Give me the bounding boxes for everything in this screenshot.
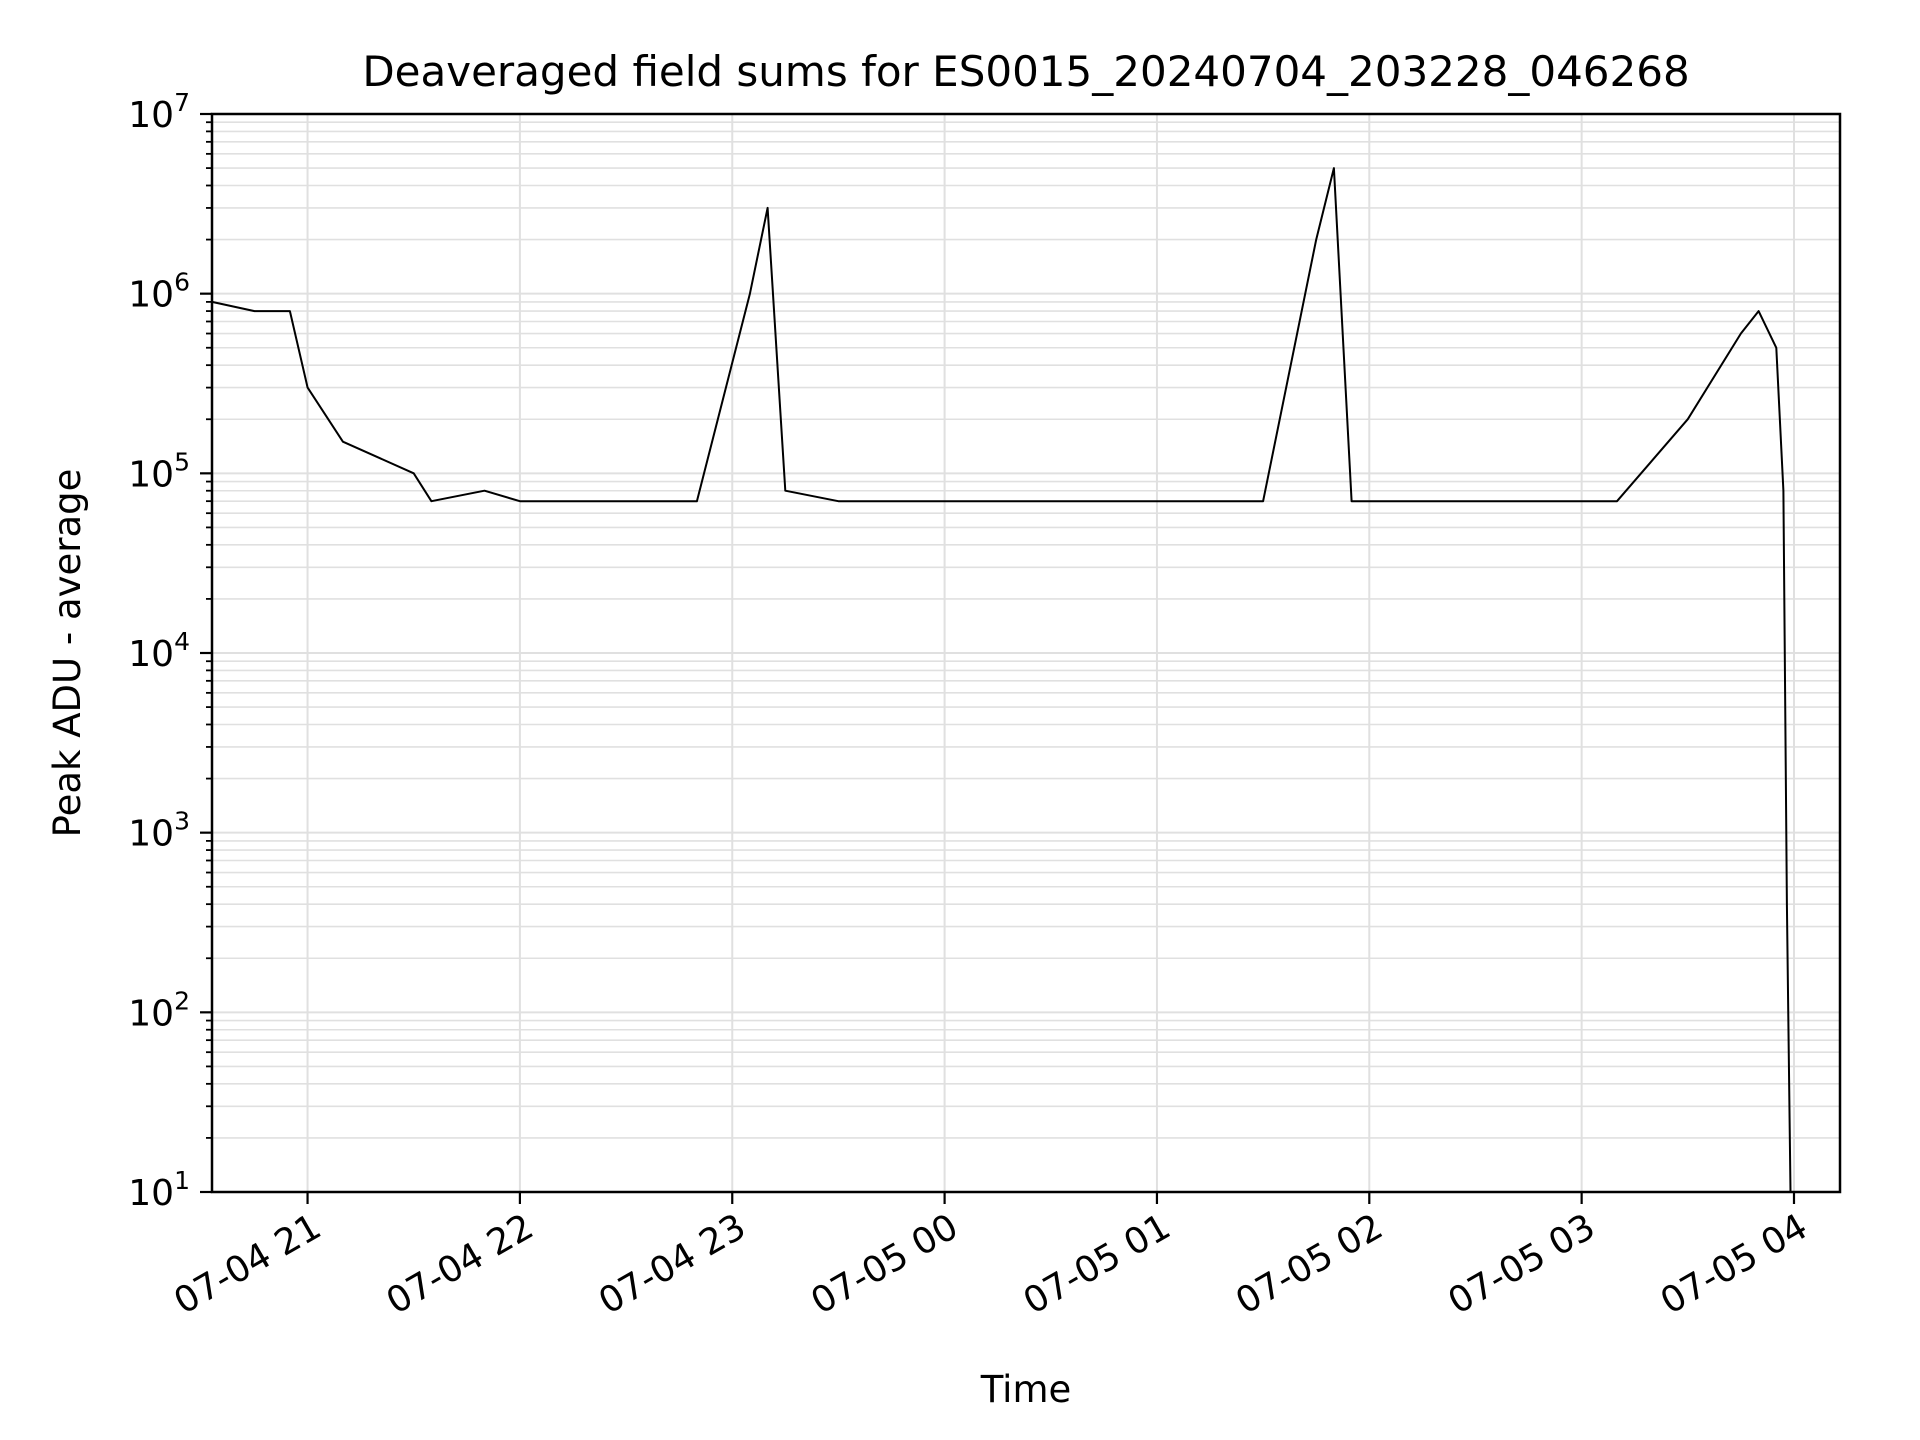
- grid: [212, 114, 1840, 1193]
- y-tick-label: 104: [128, 627, 190, 675]
- y-axis-label: Peak ADU - average: [46, 469, 89, 838]
- y-tick-label: 105: [128, 447, 190, 495]
- y-axis-ticks: 101 102 103 104 105 106 107: [128, 88, 212, 1214]
- y-tick-label: 106: [128, 268, 190, 316]
- y-tick-label: 101: [128, 1166, 190, 1214]
- y-tick-label: 103: [128, 807, 190, 855]
- x-axis-label: Time: [980, 1368, 1072, 1411]
- y-tick-label: 107: [128, 88, 190, 136]
- chart-title: Deaveraged field sums for ES0015_2024070…: [362, 47, 1689, 96]
- series-line: [211, 167, 1792, 1193]
- y-tick-label: 102: [128, 986, 190, 1034]
- plot-area: [211, 167, 1792, 1193]
